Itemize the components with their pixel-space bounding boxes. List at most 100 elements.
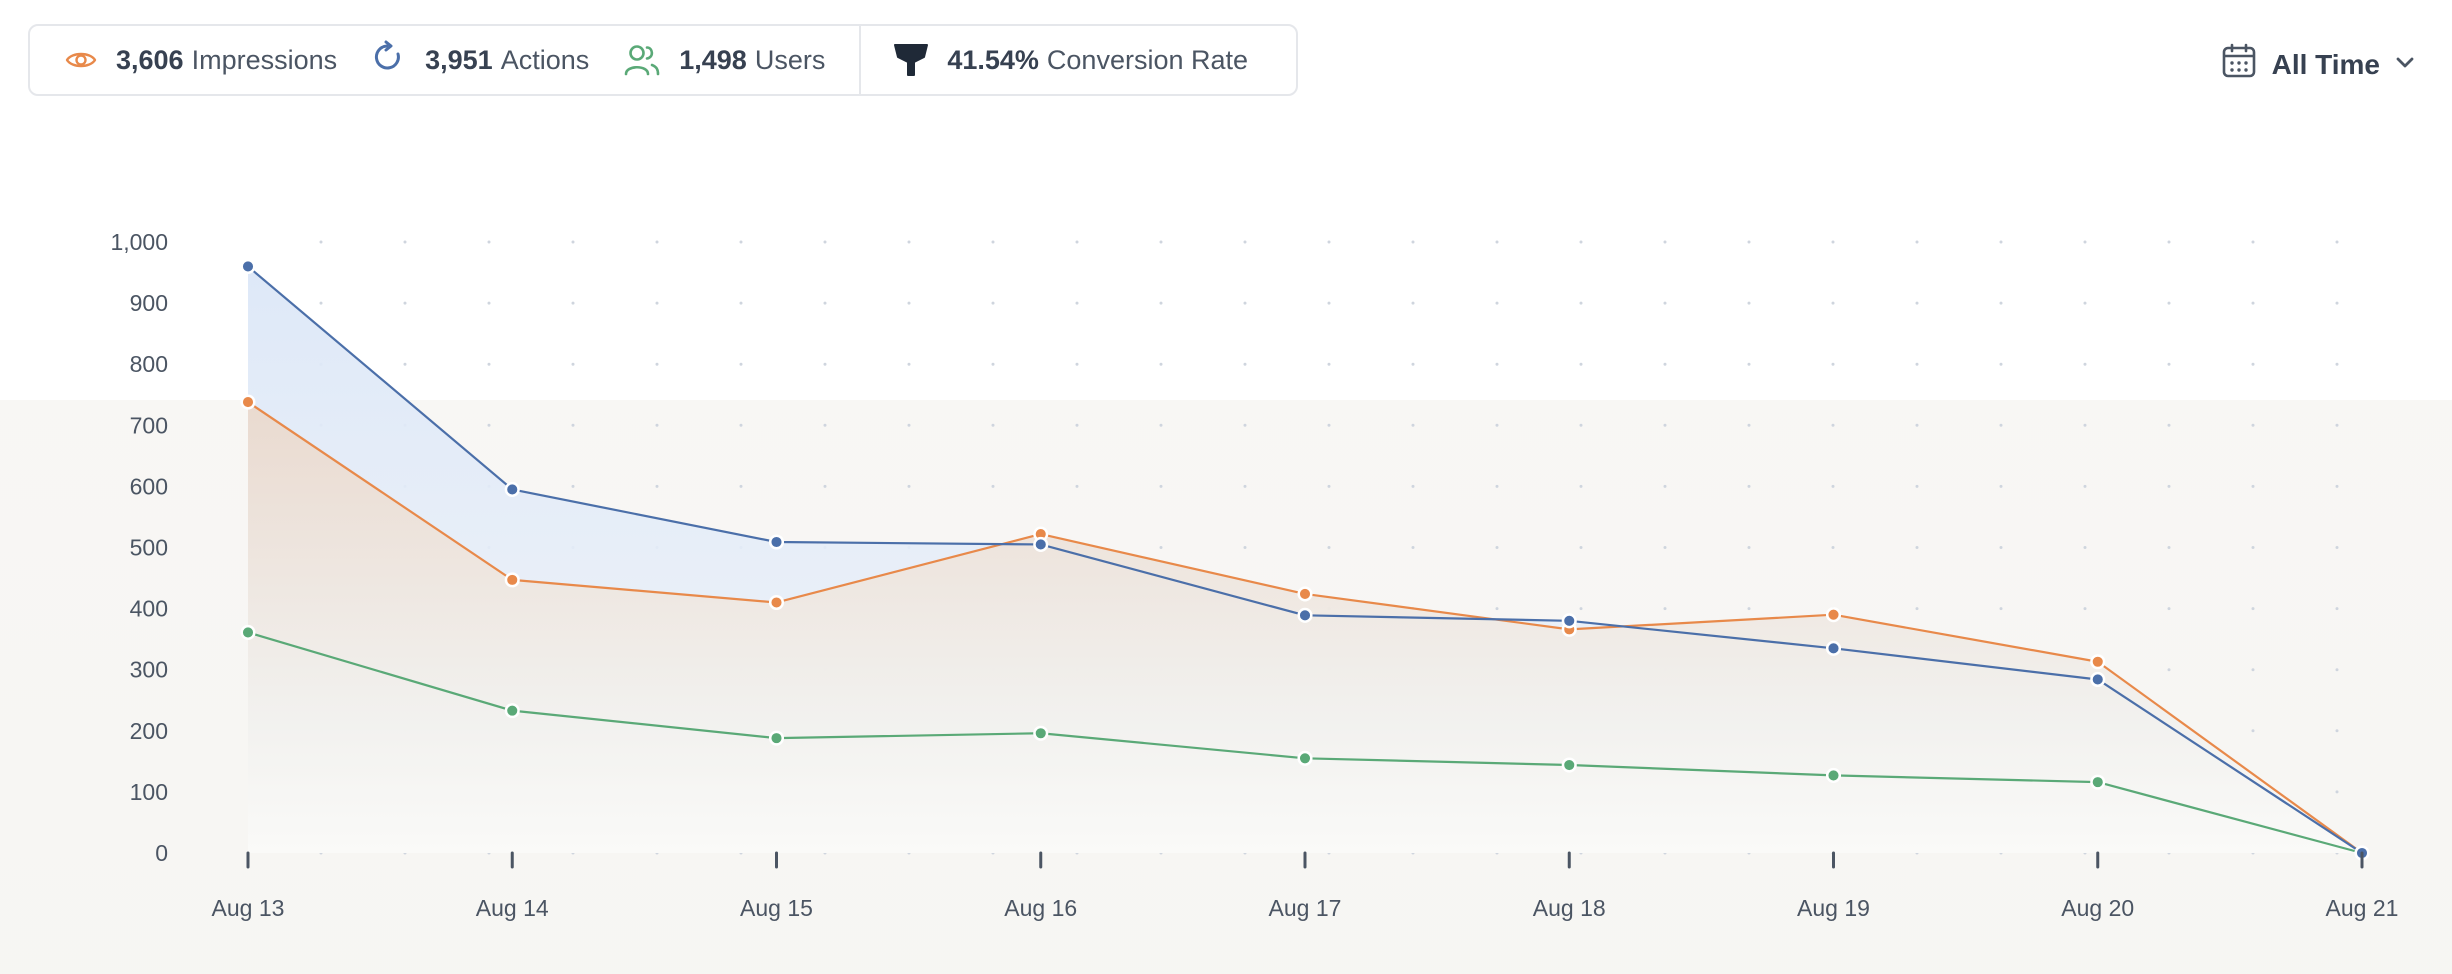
grid-dot [571,484,575,488]
users-data-point[interactable] [1033,725,1049,741]
grid-dot [1747,240,1751,244]
users-data-point[interactable] [1825,767,1842,783]
grid-dot [655,362,659,366]
grid-dot [1999,423,2003,427]
refresh-icon [371,40,407,80]
grid-dot [1411,240,1415,244]
users-data-point[interactable] [1297,750,1313,766]
actions-data-point[interactable] [1561,613,1577,629]
grid-dot [1075,423,1079,427]
grid-dot [1159,484,1163,488]
grid-dot [1075,362,1079,366]
conversion-rate-value: 41.54% [947,44,1039,75]
grid-dot [1831,546,1835,549]
grid-dot [655,484,659,488]
grid-dot [2335,240,2339,244]
grid-dot [1579,546,1583,549]
time-range-label: All Time [2271,48,2380,80]
impressions-data-point[interactable] [240,394,256,410]
grid-dot [1747,301,1751,305]
grid-dot [2251,668,2255,672]
actions-data-point[interactable] [768,534,785,550]
grid-dot [1243,362,1247,366]
impressions-stat[interactable]: 3,606 Impressions [30,26,337,94]
grid-dot [2251,240,2255,244]
grid-dot [991,362,995,366]
grid-dot [1579,240,1583,244]
impressions-data-point[interactable] [1297,586,1313,602]
grid-dot [2251,546,2255,549]
actions-data-point[interactable] [504,481,520,498]
y-axis-tick-label: 300 [130,657,168,683]
users-value: 1,498 [679,44,747,75]
actions-stat[interactable]: 3,951 Actions [337,26,589,94]
grid-dot [991,301,995,305]
grid-dot [403,362,407,366]
grid-dot [1495,301,1499,305]
grid-dot [907,484,911,488]
y-axis-tick-label: 800 [130,351,168,377]
conversion-rate-stat[interactable]: 41.54% Conversion Rate [861,26,1248,94]
grid-dot [1411,301,1415,305]
users-data-point[interactable] [1561,757,1577,773]
grid-dot [1663,546,1667,549]
x-axis-tick-label: Aug 16 [1004,895,1077,921]
actions-data-point[interactable] [1033,536,1049,552]
grid-dot [2335,484,2339,488]
grid-dot [1411,423,1415,427]
grid-dot [655,301,659,305]
users-data-point[interactable] [504,703,520,719]
grid-dot [487,240,491,244]
grid-dot [1747,607,1751,611]
users-stat[interactable]: 1,498 Users [589,26,825,94]
actions-data-point[interactable] [1297,607,1313,623]
grid-dot [2335,423,2339,427]
users-label: Users [754,44,826,75]
grid-dot [571,301,575,305]
impressions-label: Impressions [191,44,338,75]
actions-data-point[interactable] [1825,640,1842,656]
users-data-point[interactable] [768,730,785,746]
x-axis-tick-label: Aug 14 [476,895,549,921]
impressions-data-point[interactable] [2090,654,2106,670]
grid-dot [1327,240,1331,244]
y-axis-tick-label: 100 [130,779,168,805]
grid-dot [823,240,827,244]
grid-dot [1495,546,1499,549]
grid-dot [1831,362,1835,366]
grid-dot [1579,301,1583,305]
grid-dot [1327,301,1331,305]
impressions-data-point[interactable] [504,572,520,588]
users-data-point[interactable] [2090,774,2106,790]
grid-dot [823,423,827,427]
grid-dot [2083,607,2087,611]
grid-dot [2335,301,2339,305]
grid-dot [319,240,323,244]
grid-dot [1075,301,1079,305]
grid-dot [1579,607,1583,611]
impressions-data-point[interactable] [768,594,785,611]
grid-dot [2251,301,2255,305]
y-axis-tick-label: 700 [130,412,168,438]
grid-dot [2167,484,2171,488]
calendar-icon [2220,42,2258,87]
conversion-rate-label: Conversion Rate [1046,44,1249,75]
time-range-dropdown[interactable]: All Time [2220,42,2416,87]
grid-dot [319,301,323,305]
grid-dot [2167,301,2171,305]
grid-dot [823,301,827,305]
grid-dot [1243,240,1247,244]
grid-dot [739,362,743,366]
y-axis-tick-label: 500 [130,535,168,561]
grid-dot [739,423,743,427]
users-data-point[interactable] [240,624,256,640]
impressions-data-point[interactable] [1825,607,1842,623]
grid-dot [1915,362,1919,366]
grid-dot [1495,362,1499,366]
actions-data-point[interactable] [2090,671,2106,688]
actions-data-point[interactable] [240,258,256,274]
grid-dot [1243,484,1247,488]
grid-dot [2251,729,2255,733]
